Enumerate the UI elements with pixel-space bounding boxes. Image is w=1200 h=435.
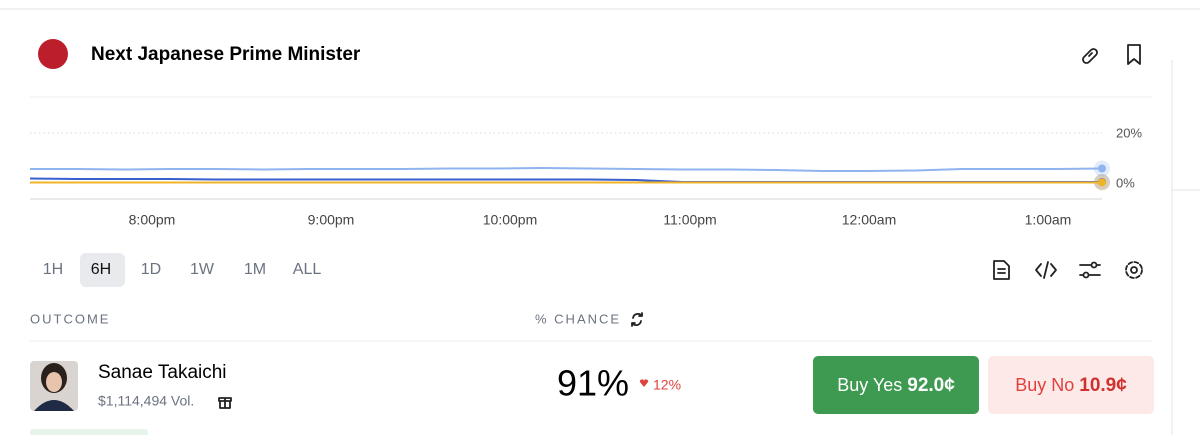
volume: $1,114,494 Vol. [98,393,194,409]
gift-icon [218,397,232,409]
range-option[interactable]: 6H [91,261,111,278]
outcome-header: OUTCOME [30,311,110,326]
outcome-name: Sanae Takaichi [98,362,227,383]
title: Next Japanese Prime Minister [91,44,361,65]
range-option[interactable]: 1H [43,261,63,278]
next-row-hint [30,429,148,435]
series-line [29,177,1102,183]
x-tick-label: 1:00am [1025,212,1072,228]
x-tick-label: 10:00pm [483,212,537,228]
series-line [30,166,1103,172]
buy-yes-button[interactable]: Buy Yes 92.0¢ [813,356,979,414]
buy-no-button[interactable]: Buy No 10.9¢ [988,356,1154,414]
x-tick-label: 9:00pm [308,212,355,228]
change: 12% [653,377,681,393]
yes-price: 92.0¢ [907,375,955,396]
no-price: 10.9¢ [1079,375,1127,396]
embed-icon[interactable] [1035,261,1057,279]
y-tick-label: 0% [1116,175,1135,190]
doc-icon[interactable] [993,260,1010,280]
range-selected-bg [80,253,125,287]
x-tick-label: 8:00pm [129,212,176,228]
filter-icon[interactable] [1079,261,1101,279]
buy-no-bg [988,356,1154,414]
link-icon[interactable] [1082,48,1098,64]
chance-header: % CHANCE [535,311,621,326]
end-dot [1098,178,1106,187]
range-option[interactable]: 1W [190,261,215,278]
range-option[interactable]: 1M [244,261,266,278]
end-dot [1098,164,1106,173]
bookmark-icon[interactable] [1127,44,1141,65]
chance: 91% [557,363,629,404]
buy-yes-label: Buy Yes 92.0¢ [837,375,955,396]
buy-yes-text: Buy Yes [837,375,902,395]
settings-icon[interactable] [1125,261,1143,279]
range-option[interactable]: ALL [293,261,322,278]
buy-yes-bg [813,356,979,414]
flag-icon [38,39,68,69]
avatar [30,361,78,411]
buy-no-label: Buy No 10.9¢ [1015,375,1127,396]
x-tick-label: 12:00am [842,212,896,228]
buy-no-text: Buy No [1015,375,1074,395]
refresh-icon[interactable] [631,312,643,327]
x-tick-label: 11:00pm [663,212,716,228]
range-option[interactable]: 1D [141,261,161,278]
y-tick-label: 20% [1116,125,1142,140]
down-icon [639,379,649,387]
